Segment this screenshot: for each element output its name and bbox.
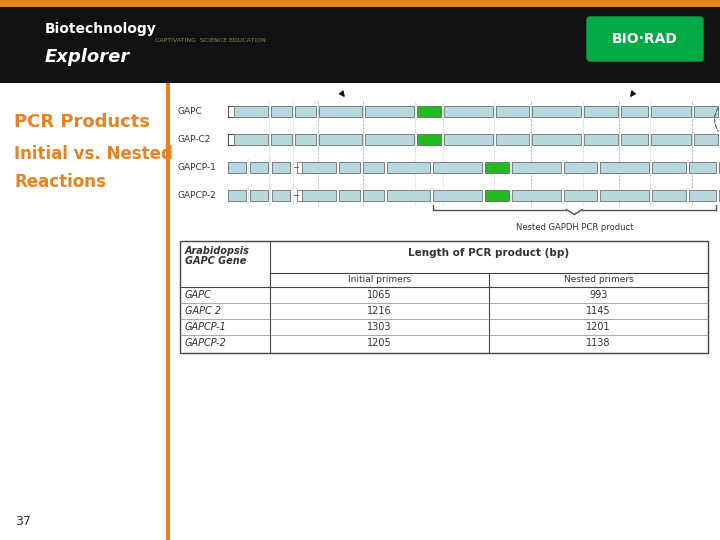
Text: 1216: 1216 [367, 306, 392, 315]
Bar [180, 240, 708, 353]
Text: GAPC Gene: GAPC Gene [185, 256, 246, 267]
Bar [387, 190, 430, 200]
Bar [0, 0, 720, 7]
Text: GAPCP-1: GAPCP-1 [185, 321, 227, 332]
Bar [365, 133, 413, 145]
Bar [512, 190, 561, 200]
Bar [532, 105, 581, 117]
Bar [363, 161, 384, 172]
Bar [417, 133, 441, 145]
Text: 1065: 1065 [367, 289, 392, 300]
Bar [584, 133, 618, 145]
Bar [387, 161, 430, 172]
Text: Arabidopsis: Arabidopsis [185, 246, 250, 255]
Text: GAPCP-2: GAPCP-2 [178, 191, 217, 199]
Text: 1303: 1303 [367, 321, 392, 332]
Bar [621, 133, 648, 145]
Text: PCR Products: PCR Products [14, 113, 150, 131]
Bar [295, 105, 316, 117]
Bar [234, 105, 268, 117]
Bar [272, 161, 290, 172]
Bar [295, 133, 316, 145]
Bar [621, 105, 648, 117]
FancyBboxPatch shape [587, 17, 703, 61]
Text: CAPTIVATING  SCIENCE EDUCATION: CAPTIVATING SCIENCE EDUCATION [155, 38, 266, 43]
Bar [512, 161, 561, 172]
Bar [271, 105, 292, 117]
Bar [250, 161, 268, 172]
Bar [250, 190, 268, 200]
Text: 1201: 1201 [586, 321, 611, 332]
Bar [319, 133, 362, 145]
Bar [532, 133, 581, 145]
Bar [319, 105, 362, 117]
Bar [496, 133, 529, 145]
Bar [584, 105, 618, 117]
Bar [693, 133, 718, 145]
Bar [485, 190, 509, 200]
Bar [688, 190, 716, 200]
Bar [433, 190, 482, 200]
Bar [228, 161, 246, 172]
Bar [271, 133, 292, 145]
Text: GAPCP-1: GAPCP-1 [178, 163, 217, 172]
Text: 1145: 1145 [586, 306, 611, 315]
Bar [272, 190, 290, 200]
Bar [564, 190, 598, 200]
Text: 37: 37 [15, 515, 31, 528]
Text: Nested primers: Nested primers [564, 274, 634, 284]
Bar [651, 133, 690, 145]
Bar [444, 133, 492, 145]
Bar [600, 161, 649, 172]
Bar [496, 105, 529, 117]
Bar [688, 161, 716, 172]
Text: Initial primers: Initial primers [348, 274, 411, 284]
Text: Initial vs. Nested: Initial vs. Nested [14, 145, 173, 163]
Text: BIO·RAD: BIO·RAD [612, 32, 678, 46]
Text: 1205: 1205 [367, 338, 392, 348]
Text: GAPC: GAPC [185, 289, 212, 300]
Text: Reactions: Reactions [14, 173, 106, 191]
Bar [719, 190, 720, 200]
Bar [338, 190, 360, 200]
Text: GAPCP-2: GAPCP-2 [185, 338, 227, 348]
Bar [433, 161, 482, 172]
Bar [338, 161, 360, 172]
Bar [564, 161, 598, 172]
Text: 993: 993 [589, 289, 608, 300]
Bar [651, 105, 690, 117]
Bar [719, 161, 720, 172]
Text: Length of PCR product (bp): Length of PCR product (bp) [408, 248, 570, 259]
Text: Nested GAPDH PCR product: Nested GAPDH PCR product [516, 224, 633, 233]
Bar [485, 161, 509, 172]
Bar [234, 133, 268, 145]
Text: Biotechnology: Biotechnology [45, 22, 157, 36]
Text: GAP-C2: GAP-C2 [178, 134, 212, 144]
Bar [302, 161, 336, 172]
Bar [228, 190, 246, 200]
Bar [363, 190, 384, 200]
Bar [0, 7, 720, 83]
Text: 1138: 1138 [586, 338, 611, 348]
Bar [693, 105, 718, 117]
Bar [365, 105, 413, 117]
Bar [652, 161, 685, 172]
Text: Explorer: Explorer [45, 48, 130, 66]
Bar [302, 190, 336, 200]
Bar [652, 190, 685, 200]
Text: GAPC: GAPC [178, 106, 203, 116]
Bar [600, 190, 649, 200]
Bar [444, 105, 492, 117]
Text: GAPC 2: GAPC 2 [185, 306, 221, 315]
Bar [417, 105, 441, 117]
